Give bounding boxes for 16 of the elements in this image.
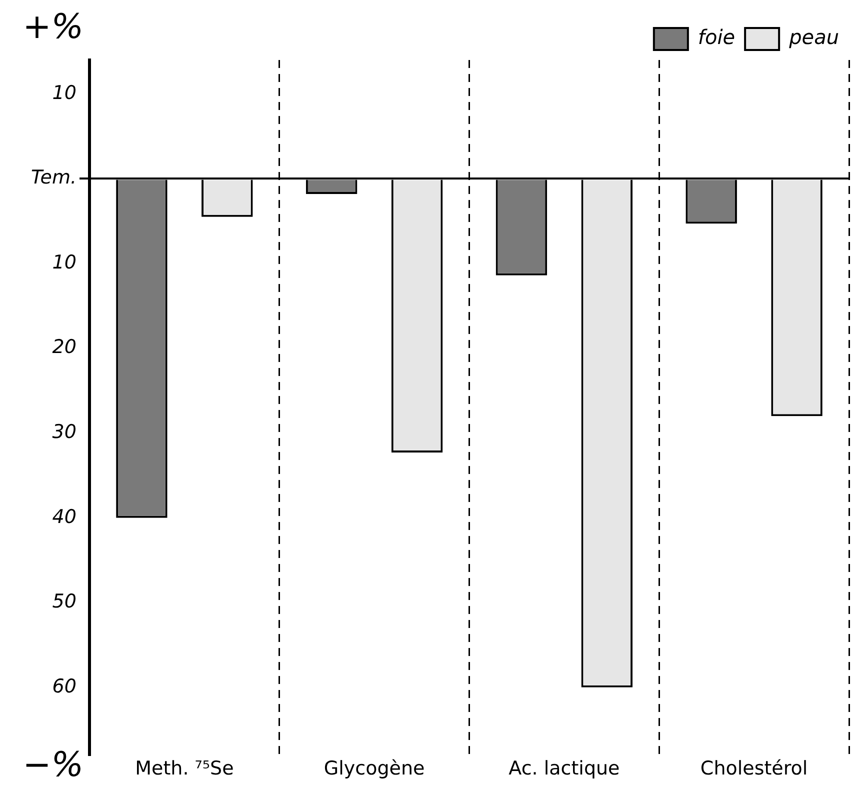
y-tick-label: 10 bbox=[52, 251, 76, 274]
x-tick-label: Ac. lactique bbox=[508, 758, 620, 780]
x-tick-label: Glycogène bbox=[324, 758, 425, 780]
y-tick-label: 50 bbox=[52, 590, 76, 613]
y-tick-label: Tem. bbox=[30, 166, 76, 189]
x-tick-label: Cholestérol bbox=[700, 758, 808, 780]
legend-label: peau bbox=[788, 25, 840, 50]
text: +% bbox=[22, 6, 84, 47]
x-tick-label: Meth. ⁷⁵Se bbox=[135, 758, 234, 780]
y-tick-label: 60 bbox=[52, 675, 76, 698]
y-tick-label: 20 bbox=[52, 336, 76, 358]
y-tick-label: 40 bbox=[52, 506, 76, 528]
y-tick-label: 10 bbox=[52, 82, 76, 104]
y-tick-label: 30 bbox=[52, 420, 76, 443]
text: −% bbox=[22, 744, 84, 785]
legend-label: foie bbox=[698, 25, 736, 50]
